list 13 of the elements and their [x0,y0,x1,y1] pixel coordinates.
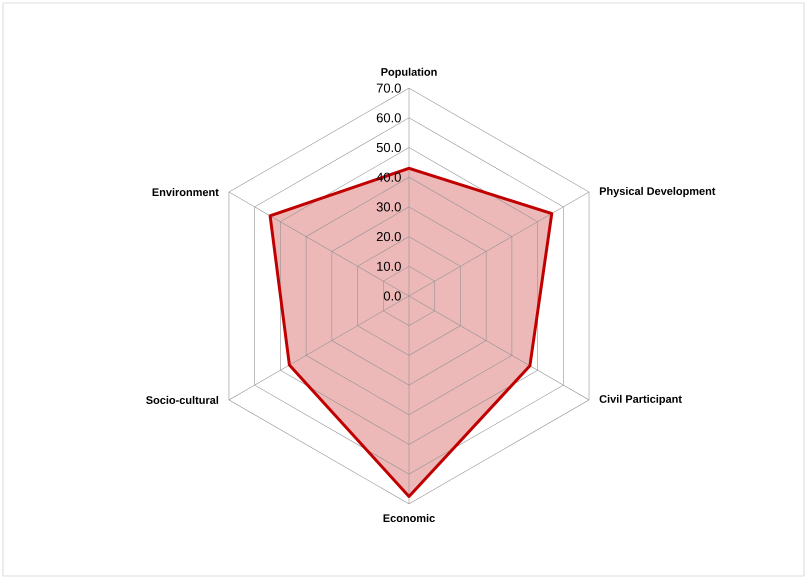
y-tick-label: 10.0 [377,262,401,271]
spoke-label: Environment [152,188,219,196]
y-tick-label: 70.0 [376,84,401,93]
spoke-label: Economic [384,514,435,522]
spoke-label: Population [381,68,437,78]
spoke-label: Civil Participant [600,394,682,406]
spoke-label: Socio-cultural [146,396,218,404]
y-tick-label: 0.0 [384,291,401,301]
spoke-label: Physical Development [600,186,716,198]
y-tick-label: 60.0 [376,113,401,122]
y-tick-label: 20.0 [376,232,401,242]
y-tick-label: 50.0 [376,142,401,152]
y-tick-label: 30.0 [376,202,401,212]
